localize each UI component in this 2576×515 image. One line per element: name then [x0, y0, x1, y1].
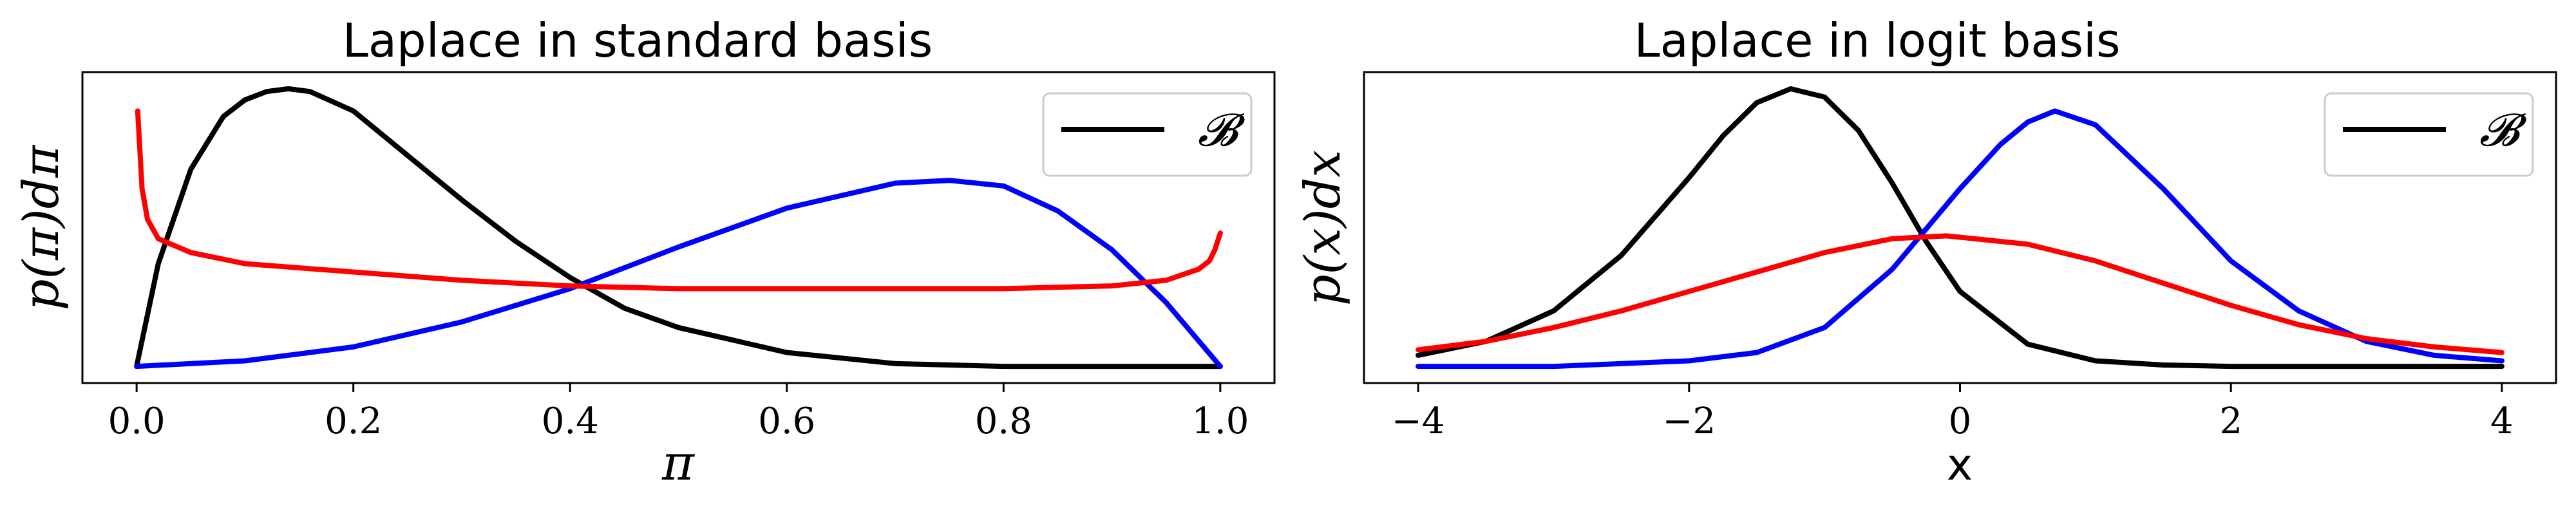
chart-panel-standard-basis: Laplace in standard basis 0.0 0.2 0.4 0.6 0.… [12, 14, 1276, 491]
chart-title: Laplace in logit basis [1634, 14, 2120, 68]
plot-frame [81, 71, 1276, 384]
legend-box [1042, 92, 1253, 177]
series-line-black [134, 86, 1223, 370]
x-tick-label: −2 [1663, 400, 1716, 442]
legend-box [2324, 92, 2534, 177]
x-tick-label: 0.0 [108, 400, 166, 442]
legend: 𝓑 [2324, 92, 2534, 177]
series-line-blue [1416, 108, 2505, 370]
x-tick-label: 0.2 [325, 400, 382, 442]
x-tick-label: 0.4 [542, 400, 599, 442]
chart-title: Laplace in standard basis [343, 14, 933, 68]
x-tick-label: 0.6 [758, 400, 815, 442]
series-line-red [1416, 233, 2505, 355]
x-axis-ticks: 0.0 0.2 0.4 0.6 0.8 1.0 [108, 383, 1249, 442]
y-axis-label: p(π)dπ [12, 144, 70, 311]
y-axis-label: p(x)dx [1294, 150, 1351, 306]
chart-panel-logit-basis: Laplace in logit basis −4 −2 0 2 4 x p(x)dx … [1294, 14, 2557, 491]
x-axis-label: π [661, 434, 696, 491]
x-tick-label: 0.8 [975, 400, 1032, 442]
x-tick-label: 2 [2219, 400, 2242, 442]
x-tick-label: 4 [2490, 400, 2514, 442]
series-line-red [135, 108, 1223, 292]
series-group [134, 86, 1223, 370]
series-line-blue [134, 178, 1223, 370]
legend-label: 𝓑 [2479, 104, 2527, 156]
x-tick-label: 0 [1949, 400, 1972, 442]
x-axis-ticks: −4 −2 0 2 4 [1392, 383, 2514, 442]
legend-label: 𝓑 [1198, 104, 1245, 156]
x-tick-label: 1.0 [1191, 400, 1249, 442]
legend: 𝓑 [1042, 92, 1253, 177]
x-tick-label: −4 [1392, 400, 1445, 442]
series-group [1416, 86, 2505, 370]
x-axis-label: x [1947, 440, 1973, 491]
series-line-black [1416, 86, 2505, 370]
